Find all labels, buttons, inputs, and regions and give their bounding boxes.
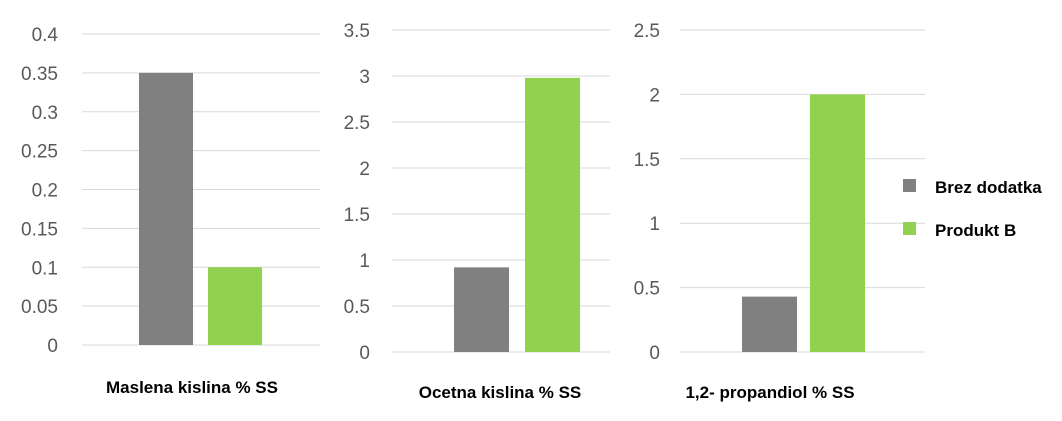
y-tick-label: 0.5 — [634, 279, 660, 300]
bar-brez-dodatka — [742, 296, 797, 352]
legend: Brez dodatka Produkt B — [903, 178, 1042, 240]
bar-brez-dodatka — [454, 267, 509, 352]
y-tick-label: 0.3 — [32, 103, 58, 124]
legend-swatch — [903, 222, 916, 235]
bar-produkt-b — [208, 267, 262, 345]
y-tick-label: 0.15 — [21, 219, 58, 240]
bar-brez-dodatka — [139, 72, 193, 345]
y-tick-label: 0 — [47, 336, 58, 357]
y-tick-label: 0.4 — [32, 25, 59, 46]
chart-propandiol: 0 0.5 1 1.5 2 2.5 1,2- propandiol % SS — [634, 21, 925, 402]
y-tick-label: 0.35 — [21, 64, 58, 85]
legend-label: Produkt B — [935, 221, 1016, 240]
y-tick-label: 0.2 — [32, 181, 58, 202]
legend-label: Brez dodatka — [935, 178, 1042, 197]
y-tick-label: 0 — [649, 343, 660, 364]
legend-swatch — [903, 179, 916, 192]
y-tick-label: 1.5 — [344, 205, 370, 226]
y-tick-label: 0.1 — [32, 258, 58, 279]
chart-title: Ocetna kislina % SS — [419, 383, 582, 402]
chart-title: 1,2- propandiol % SS — [685, 383, 854, 402]
y-tick-label: 1 — [359, 251, 370, 272]
y-tick-label: 0.05 — [21, 297, 58, 318]
chart-maslena-kislina: 0 0.05 0.1 0.15 0.2 0.25 0.3 0.35 0.4 Maslena kis… — [21, 25, 320, 397]
bar-produkt-b — [525, 77, 580, 352]
y-tick-label: 0.5 — [344, 297, 370, 318]
y-tick-label: 0 — [359, 343, 370, 364]
y-tick-label: 2 — [359, 159, 370, 180]
y-tick-label: 2.5 — [344, 113, 370, 134]
y-tick-label: 2.5 — [634, 21, 660, 42]
y-tick-label: 0.25 — [21, 142, 58, 163]
y-tick-label: 2 — [649, 85, 660, 106]
y-tick-label: 1.5 — [634, 150, 660, 171]
bar-produkt-b — [810, 94, 865, 353]
y-tick-label: 1 — [649, 214, 660, 235]
chart-title: Maslena kislina % SS — [106, 378, 278, 397]
chart-ocetna-kislina: 0 0.5 1 1.5 2 2.5 3 3.5 Ocetna kislina % SS — [344, 21, 610, 402]
y-tick-label: 3.5 — [344, 21, 370, 42]
y-tick-label: 3 — [359, 67, 370, 88]
